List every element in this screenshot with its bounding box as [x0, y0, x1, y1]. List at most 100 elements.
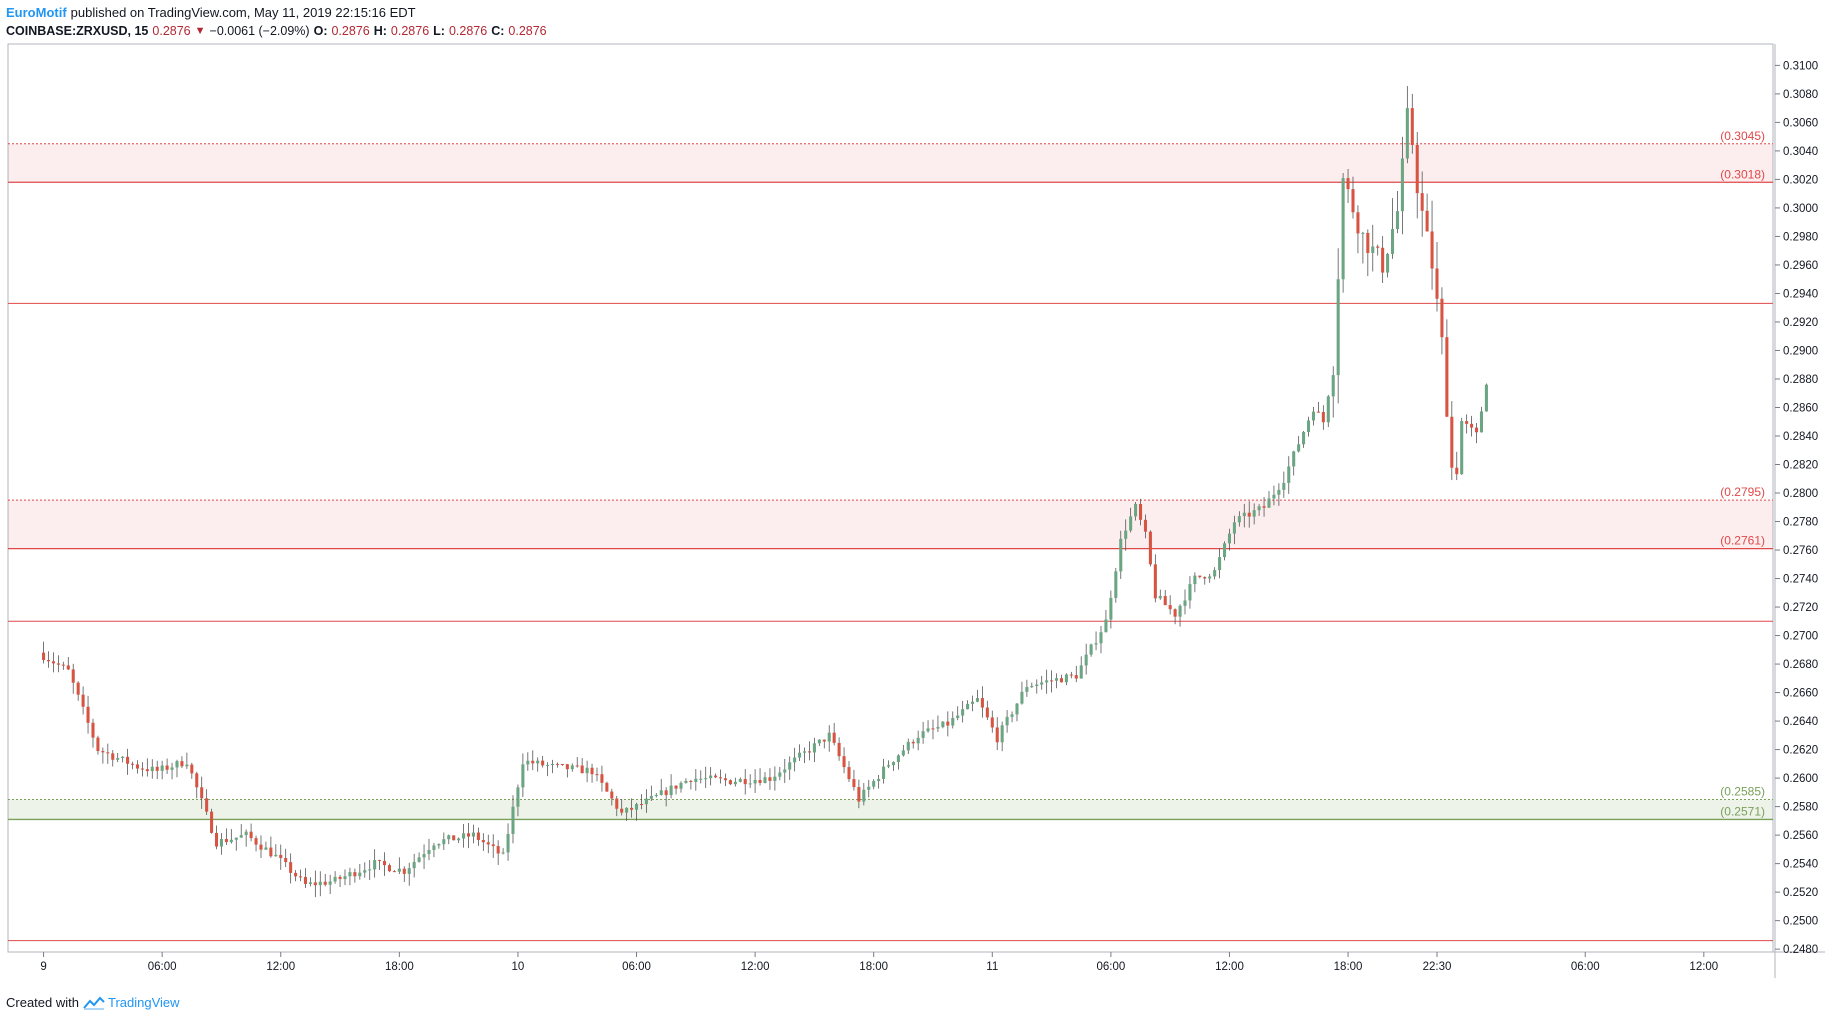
candle-up — [1134, 503, 1138, 517]
candle-up — [709, 775, 713, 779]
candle-up — [817, 739, 821, 744]
candle-down — [1474, 427, 1479, 433]
candle-up — [1079, 665, 1083, 679]
candle-up — [570, 765, 574, 770]
zone-label: (0.2761) — [1720, 534, 1765, 548]
price-tick-label: 0.2920 — [1783, 317, 1818, 329]
zone-label: (0.2571) — [1720, 804, 1765, 818]
candle-down — [743, 779, 747, 785]
candle-down — [630, 807, 634, 810]
candle-down — [496, 846, 500, 854]
close-label: C: — [491, 24, 505, 38]
candle-up — [368, 869, 372, 871]
candle-down — [205, 798, 209, 812]
candle-down — [595, 774, 599, 776]
symbol-line: COINBASE:ZRXUSD, 15 0.2876 ▼ −0.0061 (−2… — [6, 22, 547, 40]
candle-up — [812, 743, 816, 753]
candle-up — [526, 760, 530, 765]
candle-down — [1410, 108, 1414, 145]
price-tick-label: 0.2720 — [1783, 602, 1818, 614]
candle-down — [1351, 189, 1355, 213]
candle-down — [1173, 609, 1177, 617]
candle-up — [783, 769, 787, 773]
candle-down — [353, 872, 357, 877]
time-tick-label: 18:00 — [859, 961, 888, 973]
candle-up — [333, 876, 337, 882]
candle-down — [313, 882, 317, 886]
candle-up — [896, 755, 900, 763]
candle-down — [1376, 246, 1380, 248]
candle-down — [392, 871, 396, 873]
candle-down — [298, 876, 303, 878]
candle-up — [1005, 716, 1009, 726]
candle-down — [91, 722, 95, 738]
candle-up — [442, 839, 446, 845]
candle-down — [180, 761, 184, 767]
candle-up — [882, 766, 886, 779]
candle-up — [1272, 494, 1276, 499]
candle-up — [778, 772, 782, 777]
candle-up — [1099, 632, 1103, 644]
high-label: H: — [373, 24, 387, 38]
candle-up — [1232, 522, 1236, 534]
candle-down — [106, 752, 110, 754]
candle-up — [1277, 489, 1281, 495]
candle-up — [244, 831, 248, 836]
candle-up — [753, 780, 757, 784]
price-tick-label: 0.2960 — [1783, 260, 1818, 272]
candle-down — [1143, 519, 1147, 532]
close-value: 0.2876 — [508, 24, 547, 38]
candle-up — [649, 795, 653, 799]
candle-up — [1306, 420, 1311, 432]
candle-down — [575, 765, 579, 767]
candle-up — [417, 857, 421, 862]
candle-down — [126, 756, 130, 764]
time-tick-label: 06:00 — [622, 961, 651, 973]
candle-up — [1213, 570, 1217, 577]
candle-down — [555, 763, 559, 765]
candle-down — [1435, 268, 1439, 299]
candle-up — [1326, 396, 1330, 423]
candle-up — [1371, 246, 1375, 253]
candle-down — [86, 706, 90, 723]
candle-up — [185, 764, 189, 767]
candle-up — [274, 854, 278, 857]
price-change: −0.0061 (−2.09%) — [209, 24, 310, 38]
candle-down — [1415, 144, 1419, 194]
candle-up — [704, 778, 708, 780]
price-tick-label: 0.2580 — [1783, 802, 1818, 814]
candle-up — [625, 807, 629, 813]
candle-down — [807, 751, 811, 753]
candle-up — [1361, 232, 1365, 234]
candle-up — [1188, 584, 1192, 601]
candle-down — [81, 694, 85, 707]
candle-up — [793, 757, 797, 763]
candle-up — [956, 715, 960, 718]
time-tick-label: 06:00 — [1571, 961, 1600, 973]
author-link[interactable]: EuroMotif — [6, 5, 67, 20]
candle-down — [303, 876, 307, 884]
candle-up — [1242, 512, 1246, 517]
candle-up — [886, 765, 891, 767]
candle-down — [323, 881, 327, 885]
candle-up — [1257, 506, 1261, 511]
candle-up — [1040, 682, 1044, 685]
candle-down — [452, 835, 456, 841]
candle-up — [970, 701, 975, 704]
candle-up — [1400, 158, 1404, 212]
candle-up — [1010, 714, 1014, 717]
time-tick-label: 10 — [512, 961, 525, 973]
candle-up — [170, 767, 174, 770]
time-tick-label: 12:00 — [1215, 961, 1244, 973]
candle-down — [1262, 506, 1266, 508]
zone-resistance-0 — [8, 143, 1773, 183]
tradingview-logo[interactable]: TradingView — [83, 995, 180, 1010]
candle-down — [842, 756, 846, 768]
publish-info: published on TradingView.com, May 11, 20… — [70, 5, 416, 20]
candle-up — [1193, 575, 1197, 585]
candle-up — [1218, 557, 1222, 571]
candle-up — [926, 728, 930, 732]
zone-label: (0.3018) — [1720, 167, 1765, 181]
candle-down — [1198, 575, 1202, 578]
